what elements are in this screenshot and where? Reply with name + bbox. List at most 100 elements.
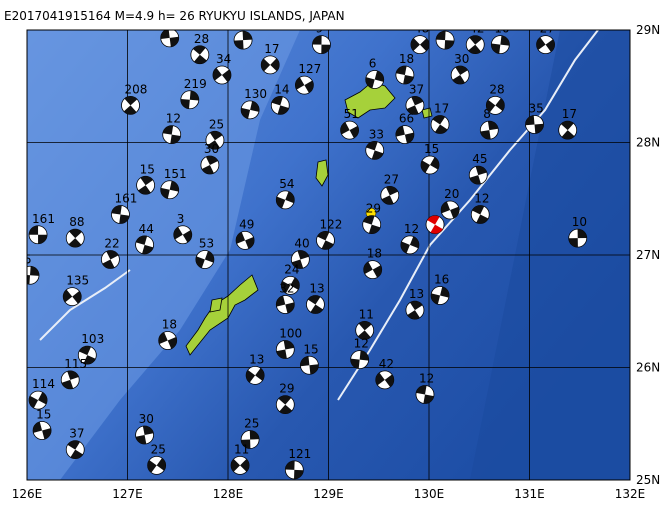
focal-mechanism: [173, 225, 193, 245]
focal-mechanism: [415, 385, 435, 404]
depth-label: 66: [399, 112, 414, 126]
focal-mechanism: [312, 35, 331, 55]
focal-mechanism: [240, 430, 260, 449]
beachball-quadrants: [400, 236, 419, 254]
focal-mechanism: [430, 115, 450, 134]
beachball-quadrants: [307, 295, 323, 314]
depth-label: 114: [32, 377, 55, 391]
depth-label: 3: [177, 212, 185, 226]
beachball-quadrants: [195, 251, 214, 268]
focal-mechanism: [558, 120, 578, 140]
focal-mechanism: [121, 95, 140, 115]
beachball-quadrants: [427, 215, 443, 234]
beachball-quadrants: [295, 77, 314, 93]
focal-mechanism: [77, 345, 97, 365]
depth-label: 22: [104, 237, 119, 251]
beachball-quadrants: [29, 392, 48, 409]
depth-label: 42: [469, 22, 484, 36]
depth-label: 28: [489, 82, 504, 96]
beachball-quadrants: [436, 31, 455, 50]
focal-mechanism: [135, 425, 154, 445]
lat-tick-label: 25N: [636, 473, 660, 487]
beachball-quadrants: [173, 227, 192, 243]
focal-mechanism: [240, 100, 260, 120]
focal-mechanism: [362, 215, 382, 235]
depth-label: 103: [81, 332, 104, 346]
depth-label: 35: [529, 102, 544, 116]
focal-mechanism: [60, 370, 80, 390]
beachball-quadrants: [366, 141, 384, 160]
depth-label: 25: [244, 417, 259, 431]
focal-mechanism: [440, 200, 460, 220]
beachball-quadrants: [432, 115, 448, 134]
depth-label: 18: [367, 247, 382, 261]
depth-label: 109: [237, 17, 260, 31]
depth-label: 10: [572, 215, 587, 229]
focal-mechanism: [350, 350, 370, 370]
beachball-quadrants: [111, 205, 130, 224]
beachball-quadrants: [160, 180, 179, 199]
focal-mechanism: [275, 295, 295, 314]
beachball-quadrants: [491, 35, 510, 54]
beachball-quadrants: [407, 301, 423, 320]
focal-mechanism: [28, 225, 48, 245]
beachball-quadrants: [234, 31, 253, 50]
focal-mechanism: [160, 180, 180, 200]
depth-label: 135: [66, 274, 89, 288]
depth-label: 5: [24, 252, 32, 266]
focal-mechanism: [430, 286, 450, 305]
focal-mechanism: [365, 140, 385, 160]
beachball-quadrants: [271, 96, 289, 115]
focal-mechanism: [195, 250, 215, 269]
focal-mechanism: [205, 130, 225, 150]
lat-tick-label: 29N: [636, 23, 660, 37]
focal-mechanism: [290, 250, 310, 269]
focal-mechanism: [101, 250, 120, 269]
beachball-quadrants: [192, 45, 207, 64]
focal-mechanism: [62, 287, 82, 307]
focal-mechanism: [485, 95, 505, 115]
depth-label: 12: [404, 222, 419, 236]
focal-mechanism: [395, 125, 415, 145]
depth-label: 13: [409, 287, 424, 301]
beachball-quadrants: [281, 277, 300, 294]
depth-label: 30: [139, 412, 154, 426]
focal-mechanism: [568, 228, 588, 248]
depth-label: 151: [164, 167, 187, 181]
beachball-quadrants: [138, 176, 153, 195]
depth-label: 122: [319, 217, 342, 231]
beachball-quadrants: [102, 250, 119, 269]
focal-mechanism: [465, 35, 485, 55]
depth-label: 12: [419, 372, 434, 386]
focal-mechanism: [180, 90, 200, 110]
focal-mechanism: [65, 440, 85, 460]
focal-mechanism: [28, 390, 48, 410]
beachball-quadrants: [365, 70, 384, 89]
beachball-quadrants: [246, 368, 265, 383]
focal-mechanism: [233, 30, 253, 50]
depth-label: 33: [369, 127, 384, 141]
depth-label: 17: [434, 102, 449, 116]
focal-mechanism: [147, 455, 167, 475]
depth-label: 17: [562, 107, 577, 121]
beachball-quadrants: [452, 66, 468, 84]
focal-mechanism: [420, 155, 440, 175]
beachball-quadrants: [312, 35, 331, 54]
beachball-quadrants: [241, 430, 260, 449]
depth-label: 25: [151, 442, 166, 456]
focal-mechanism: [294, 75, 314, 95]
depth-label: 40: [294, 237, 309, 251]
focal-mechanism: [135, 235, 154, 255]
depth-label: 12: [166, 112, 181, 126]
beachball-quadrants: [241, 101, 260, 119]
beachball-quadrants: [357, 321, 372, 340]
beachball-quadrants: [441, 201, 460, 219]
focal-mechanism: [375, 370, 395, 390]
depth-label: 37: [409, 82, 424, 96]
focal-mechanism: [340, 120, 360, 140]
beachball-quadrants: [363, 215, 381, 234]
beachball-quadrants: [278, 395, 293, 414]
beachball-quadrants: [276, 295, 295, 314]
